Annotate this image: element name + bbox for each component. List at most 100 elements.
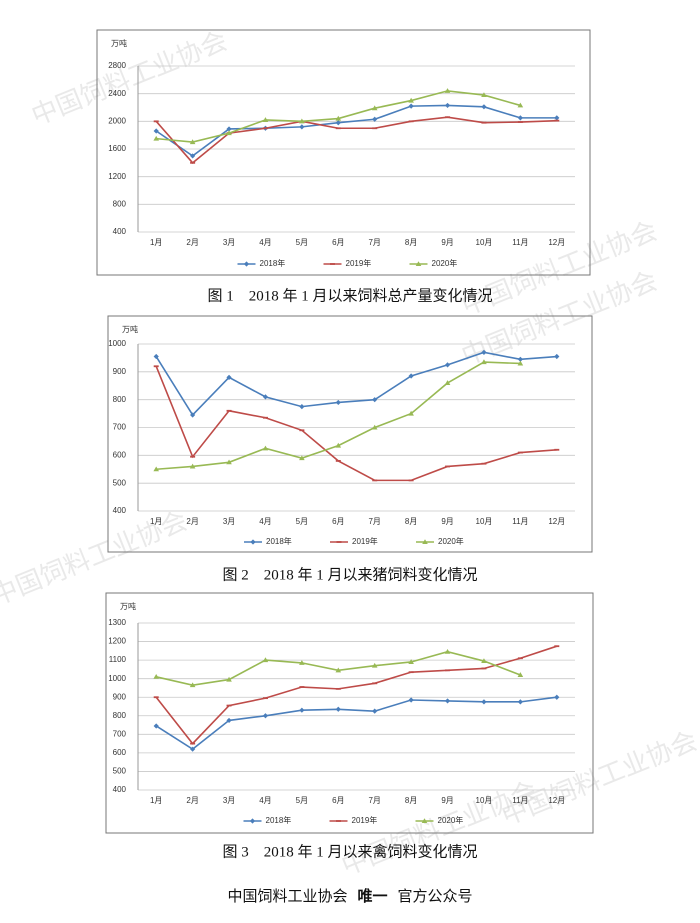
marker xyxy=(226,704,232,707)
x-tick-label: 4月 xyxy=(259,238,271,247)
marker xyxy=(481,667,487,670)
marker xyxy=(517,657,523,660)
marker xyxy=(481,104,487,110)
series-line xyxy=(155,365,557,482)
y-tick-label: 1600 xyxy=(108,144,126,153)
y-tick-label: 1000 xyxy=(108,674,126,683)
y-tick-label: 2400 xyxy=(108,89,126,98)
marker xyxy=(226,717,232,724)
footer-emphasis: 唯一 xyxy=(357,887,387,905)
legend-label: 2020年 xyxy=(438,536,464,546)
legend-label: 2018年 xyxy=(266,536,292,546)
marker xyxy=(517,360,524,366)
legend-label: 2020年 xyxy=(432,258,458,268)
marker xyxy=(554,448,560,451)
marker xyxy=(517,699,523,705)
x-tick-label: 3月 xyxy=(223,517,235,526)
marker xyxy=(243,261,250,267)
marker xyxy=(262,697,268,700)
x-tick-label: 12月 xyxy=(548,796,565,805)
marker xyxy=(445,669,451,672)
x-tick-label: 10月 xyxy=(476,517,493,526)
marker xyxy=(517,102,524,108)
marker xyxy=(554,115,560,121)
marker xyxy=(408,659,414,664)
marker xyxy=(153,128,159,134)
legend-label: 2020年 xyxy=(438,815,464,825)
x-tick-label: 4月 xyxy=(259,517,271,526)
marker xyxy=(153,135,160,141)
legend-label: 2018年 xyxy=(266,815,292,825)
x-tick-label: 5月 xyxy=(296,238,308,247)
marker xyxy=(335,399,341,406)
x-tick-label: 2月 xyxy=(186,796,198,805)
legend-label: 2018年 xyxy=(260,258,286,268)
marker xyxy=(408,373,414,379)
marker xyxy=(262,394,269,400)
x-tick-label: 6月 xyxy=(332,238,344,247)
marker xyxy=(226,130,232,136)
y-tick-label: 600 xyxy=(113,748,127,757)
chart-frame xyxy=(96,29,591,276)
x-tick-label: 4月 xyxy=(259,796,271,805)
marker xyxy=(372,127,378,130)
marker xyxy=(517,356,523,362)
marker xyxy=(189,463,196,469)
marker xyxy=(371,105,378,111)
x-tick-label: 12月 xyxy=(548,517,565,526)
marker xyxy=(481,359,487,365)
marker xyxy=(299,660,305,665)
marker xyxy=(444,362,451,368)
marker xyxy=(371,424,378,430)
marker xyxy=(408,410,414,416)
chart-frame xyxy=(107,315,593,553)
y-tick-label: 700 xyxy=(113,729,127,738)
marker xyxy=(481,349,487,355)
marker xyxy=(554,694,560,700)
marker xyxy=(262,127,268,130)
marker xyxy=(190,742,196,745)
marker xyxy=(226,459,232,465)
y-axis-unit: 万吨 xyxy=(120,601,136,611)
marker xyxy=(299,707,305,713)
marker xyxy=(372,116,378,122)
marker xyxy=(372,397,378,403)
y-tick-label: 400 xyxy=(113,227,127,236)
legend-label: 2019年 xyxy=(352,815,378,825)
y-tick-label: 800 xyxy=(113,199,127,208)
marker xyxy=(189,682,196,688)
x-tick-label: 12月 xyxy=(548,238,565,247)
watermark: 中国饲料工业协会 xyxy=(0,505,191,611)
x-tick-label: 10月 xyxy=(476,238,493,247)
x-tick-label: 10月 xyxy=(476,796,493,805)
series-line xyxy=(155,696,557,751)
series-line xyxy=(155,104,557,157)
marker xyxy=(190,412,196,418)
marker xyxy=(371,662,378,668)
chart-caption: 图 3 2018 年 1 月以来禽饲料变化情况 xyxy=(222,843,477,860)
y-tick-label: 600 xyxy=(113,450,127,459)
marker xyxy=(481,121,487,124)
marker xyxy=(335,442,342,448)
y-tick-label: 500 xyxy=(113,767,127,776)
chart-frame xyxy=(105,592,594,834)
y-tick-label: 1300 xyxy=(108,618,126,627)
x-tick-label: 6月 xyxy=(332,796,344,805)
marker xyxy=(299,118,305,124)
y-tick-label: 1200 xyxy=(108,172,126,181)
marker xyxy=(335,706,341,712)
marker xyxy=(153,466,160,472)
y-axis-unit: 万吨 xyxy=(122,324,138,334)
x-tick-label: 1月 xyxy=(150,238,162,247)
y-tick-label: 400 xyxy=(113,785,127,794)
marker xyxy=(299,455,305,461)
x-tick-label: 8月 xyxy=(405,238,417,247)
x-tick-label: 9月 xyxy=(441,517,453,526)
marker xyxy=(444,380,451,385)
marker xyxy=(190,746,196,752)
series-line xyxy=(155,116,557,164)
marker xyxy=(335,687,341,690)
x-tick-label: 3月 xyxy=(223,238,235,247)
x-tick-label: 8月 xyxy=(405,517,417,526)
